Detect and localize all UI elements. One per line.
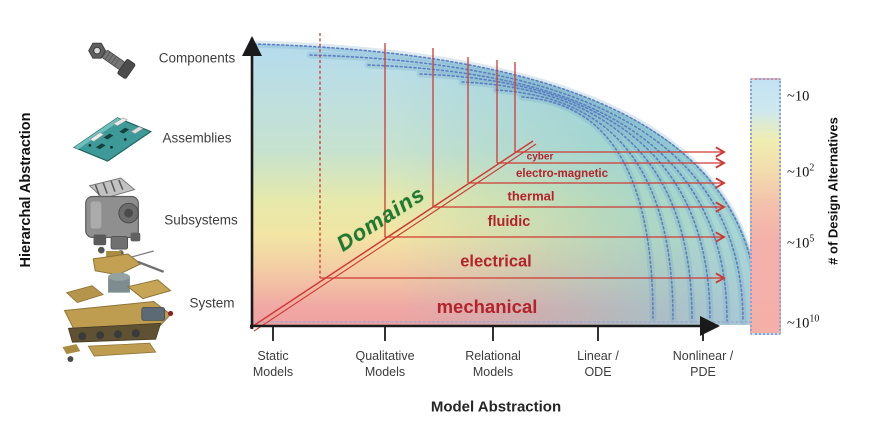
level-label-components: Components bbox=[158, 50, 236, 66]
legend-axis-label: # of Design Alternatives bbox=[825, 117, 841, 265]
x-tick-nonlinear-pde: Nonlinear / PDE bbox=[672, 349, 734, 379]
legend-tick-10e2: ~102 bbox=[787, 162, 815, 181]
domain-label-fluidic: fluidic bbox=[487, 214, 531, 230]
legend-tick-10e5: ~105 bbox=[787, 233, 815, 252]
domains-diagonal-line bbox=[249, 140, 534, 329]
bolt-icon bbox=[88, 42, 136, 79]
x-tick-linear-ode: Linear / ODE bbox=[577, 349, 619, 379]
hierarchy-axis-label: Hierarchal Abstraction bbox=[18, 112, 34, 268]
legend-tick-10: ~10 bbox=[787, 88, 810, 105]
tank-icon bbox=[62, 250, 174, 363]
engine-icon bbox=[85, 177, 141, 256]
x-axis-ticks bbox=[272, 326, 704, 341]
circuit-board-icon bbox=[72, 117, 153, 162]
domain-label-cyber: cyber bbox=[526, 151, 554, 163]
design-space-fill bbox=[252, 44, 760, 325]
chart-axes bbox=[241, 35, 721, 341]
level-label-system: System bbox=[189, 295, 235, 311]
domain-label-thermal: thermal bbox=[507, 188, 555, 204]
domain-label-mechanical: mechanical bbox=[436, 296, 538, 317]
design-alternatives-colorbar bbox=[750, 78, 781, 335]
domain-staircase bbox=[249, 33, 726, 332]
legend-tick-10e10: ~1010 bbox=[787, 313, 820, 332]
x-tick-relational-models: Relational Models bbox=[465, 349, 521, 379]
level-label-subsystems: Subsystems bbox=[164, 212, 238, 228]
design-alternative-curves bbox=[250, 40, 762, 325]
x-tick-qualitative-models: Qualitative Models bbox=[355, 349, 415, 379]
domain-label-electrical: electrical bbox=[460, 252, 532, 271]
domain-label-electro-magnetic: electro-magnetic bbox=[515, 168, 609, 180]
x-tick-static-models: Static Models bbox=[252, 349, 294, 379]
x-axis-title: Model Abstraction bbox=[430, 398, 562, 416]
level-label-assemblies: Assemblies bbox=[162, 130, 232, 146]
